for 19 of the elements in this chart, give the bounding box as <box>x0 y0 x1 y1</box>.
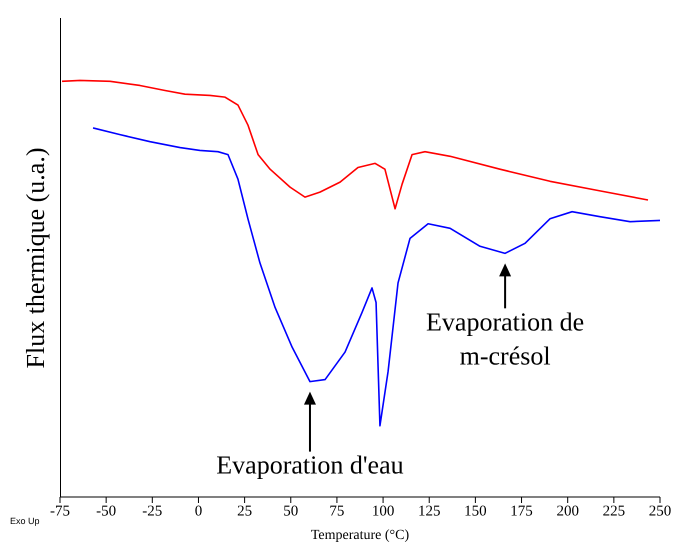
x-tick-label: 100 <box>372 504 394 520</box>
y-axis-title: Flux thermique (u.a.) <box>21 148 51 368</box>
x-tick-label: 125 <box>418 504 440 520</box>
x-tick-label: 75 <box>329 504 344 520</box>
annotation: Evaporation d'eau <box>216 450 404 480</box>
x-tick-label: -50 <box>96 504 116 520</box>
x-tick-label: -25 <box>142 504 162 520</box>
x-tick-label: 0 <box>194 504 202 520</box>
x-tick-label: -75 <box>50 504 70 520</box>
annotation: Evaporation de m-crésol <box>426 307 584 370</box>
x-axis-title: Temperature (°C) <box>310 528 410 543</box>
x-tick-label: 175 <box>510 504 533 520</box>
x-tick-label: 150 <box>464 504 487 520</box>
x-tick-label: 250 <box>648 504 672 520</box>
text: Exo Up <box>10 516 40 526</box>
x-tick-label: 25 <box>237 504 252 520</box>
x-tick-label: 200 <box>556 504 579 520</box>
x-tick-label: 225 <box>602 504 626 520</box>
x-tick-label: 50 <box>283 504 298 520</box>
